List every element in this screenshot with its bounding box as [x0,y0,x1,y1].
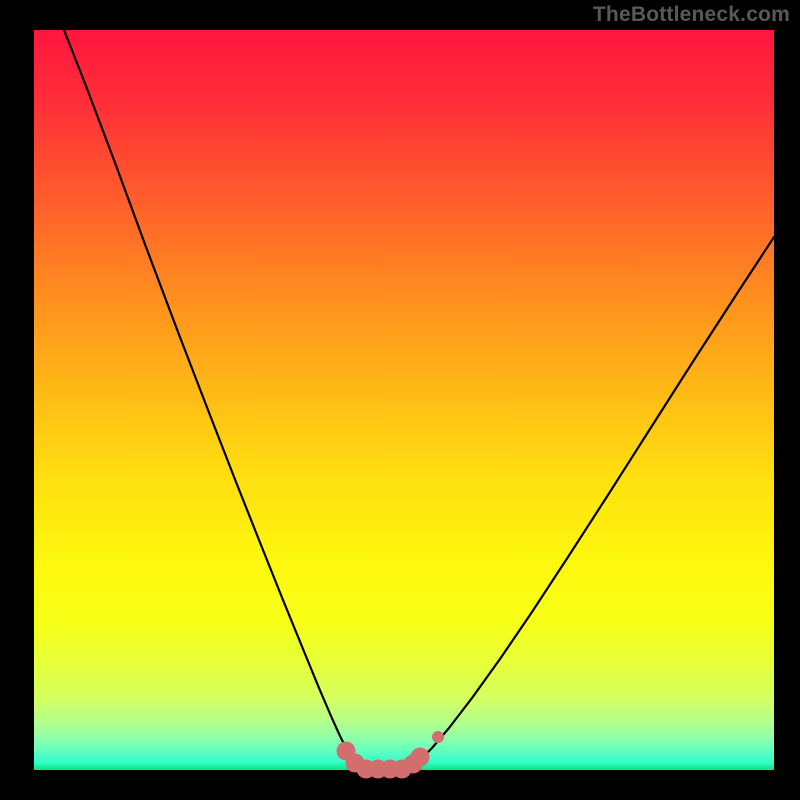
marker-dot-outlier [432,731,444,743]
watermark-text: TheBottleneck.com [593,3,790,27]
bottleneck-chart [0,0,800,800]
marker-dot [411,748,430,767]
plot-background [34,30,774,770]
